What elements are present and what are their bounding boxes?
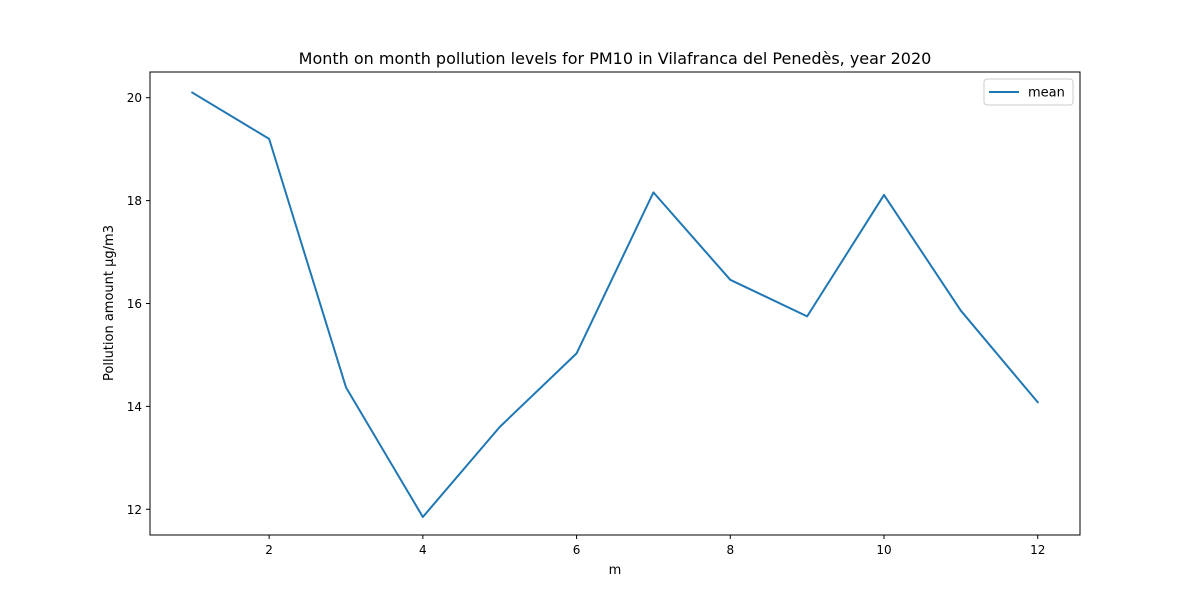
y-tick-label: 12: [127, 503, 142, 517]
y-axis-ticks: 12 14 16 18 20: [127, 91, 150, 517]
x-tick-label: 4: [419, 543, 427, 557]
plot-area: [150, 72, 1080, 535]
series-line-mean: [190, 91, 1040, 518]
chart-title: Month on month pollution levels for PM10…: [299, 49, 932, 68]
y-tick-label: 18: [127, 194, 142, 208]
x-axis-label: m: [609, 563, 622, 578]
series-layer: [190, 91, 1040, 518]
legend-box: [983, 78, 1074, 106]
y-tick-label: 14: [127, 400, 142, 414]
x-tick-label: 2: [265, 543, 273, 557]
x-axis-ticks: 2 4 6 8 10 12: [265, 535, 1045, 557]
x-tick-label: 12: [1030, 543, 1045, 557]
plot-frame: [149, 71, 1081, 536]
y-axis-label: Pollution amount µg/m3: [102, 225, 117, 381]
x-tick-label: 6: [573, 543, 581, 557]
legend-label-mean: mean: [1028, 86, 1065, 101]
x-tick-label: 10: [876, 543, 891, 557]
x-tick-label: 8: [726, 543, 734, 557]
y-tick-label: 16: [127, 297, 142, 311]
y-tick-label: 20: [127, 91, 142, 105]
legend: mean: [983, 78, 1074, 106]
